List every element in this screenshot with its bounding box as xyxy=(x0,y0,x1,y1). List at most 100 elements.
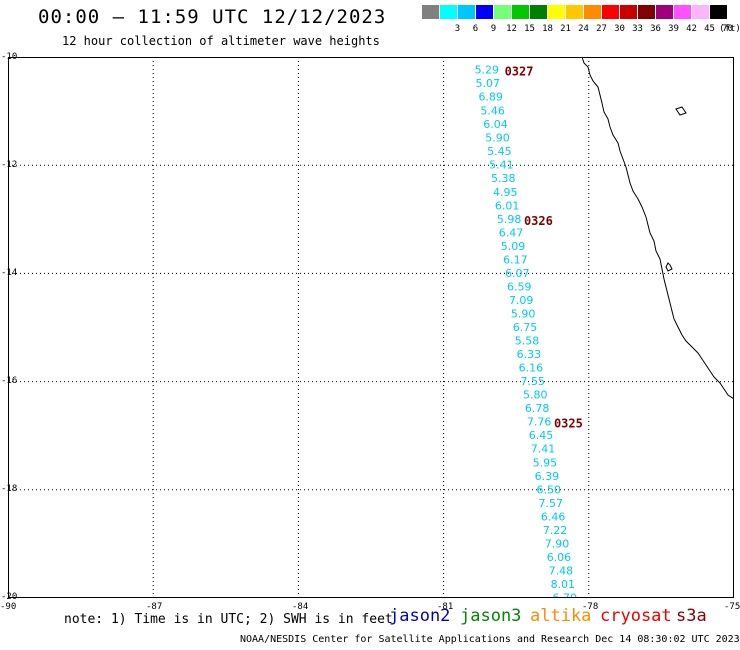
legend-label: 6 xyxy=(472,24,479,34)
legend-swatch xyxy=(692,5,709,19)
legend-label: 30 xyxy=(614,24,625,34)
wave-height-value: 8.01 xyxy=(551,578,576,591)
legend-label: 15 xyxy=(524,24,535,34)
pass-id-label: 0326 xyxy=(524,214,553,228)
wave-height-value: 6.46 xyxy=(541,510,566,523)
legend-swatch xyxy=(548,5,565,19)
legend-label: 33 xyxy=(632,24,643,34)
wave-height-value: 6.16 xyxy=(519,362,544,375)
lat-tick-label: -14 xyxy=(1,268,18,278)
wave-height-value: 5.07 xyxy=(476,77,501,90)
wave-height-value: 6.59 xyxy=(507,280,532,293)
legend-swatch xyxy=(422,5,439,19)
legend-swatch xyxy=(602,5,619,19)
wave-height-value: 7.22 xyxy=(543,524,568,537)
wave-height-value: 6.33 xyxy=(517,348,542,361)
lon-tick-label: -84 xyxy=(292,602,309,612)
legend-swatch xyxy=(710,5,727,19)
legend-swatch xyxy=(566,5,583,19)
satellite-label-jason3: jason3 xyxy=(460,606,522,626)
wave-height-value: 6.50 xyxy=(537,483,562,496)
wave-height-value: 5.80 xyxy=(523,389,548,402)
legend-swatch xyxy=(530,5,547,19)
legend-swatch xyxy=(440,5,457,19)
wave-height-value: 7.55 xyxy=(521,375,546,388)
lat-lon-grid xyxy=(8,57,734,598)
lat-tick-label: -18 xyxy=(1,484,18,494)
island-shape xyxy=(675,106,687,116)
pass-id-label: 0327 xyxy=(505,64,534,78)
legend-label: 18 xyxy=(542,24,553,34)
lon-tick-label: -78 xyxy=(582,602,599,612)
color-legend: 3 6 9 12 15 18 21 24 27 30 33 36 39 42 45 70 (ft) xyxy=(422,5,740,39)
lon-tick-label: -81 xyxy=(437,602,454,612)
legend-swatch xyxy=(638,5,655,19)
legend-label: 70 xyxy=(722,24,733,34)
wave-height-value: 7.41 xyxy=(531,443,556,456)
coastline xyxy=(581,57,734,400)
legend-swatch xyxy=(512,5,529,19)
wave-height-value: 5.98 xyxy=(497,213,521,226)
wave-height-value: 5.90 xyxy=(511,307,535,320)
satellite-label-jason2: jason2 xyxy=(389,606,451,626)
legend-label: 24 xyxy=(578,24,589,34)
legend-label: 3 xyxy=(454,24,461,34)
legend-swatch xyxy=(458,5,475,19)
wave-height-value: 7.09 xyxy=(509,294,534,307)
legend-unit: (ft) xyxy=(719,24,740,34)
wave-height-value: 5.58 xyxy=(515,335,540,348)
wave-height-value: 5.46 xyxy=(480,105,505,118)
satellite-label-s3a: s3a xyxy=(676,606,707,626)
wave-height-value: 5.95 xyxy=(533,456,558,469)
lon-tick-label: -90 xyxy=(0,602,17,612)
lon-tick-label: -75 xyxy=(724,602,740,612)
map-title: 00:00 – 11:59 UTC 12/12/2023 xyxy=(38,6,387,28)
wave-height-value: 6.01 xyxy=(495,199,520,212)
wave-height-value: 5.38 xyxy=(491,172,515,185)
wave-height-value: 7.57 xyxy=(538,497,563,510)
wave-height-value: 7.90 xyxy=(545,537,570,550)
wave-height-track: 5.295.076.895.466.045.905.455.415.384.95… xyxy=(475,63,578,598)
wave-height-value: 5.29 xyxy=(475,63,500,76)
satellite-label-altika: altika xyxy=(530,606,592,626)
wave-height-value: 5.90 xyxy=(485,132,510,145)
map-plot[interactable]: 5.295.076.895.466.045.905.455.415.384.95… xyxy=(8,57,734,598)
wave-height-value: 6.70 xyxy=(553,592,578,598)
wave-height-value: 5.41 xyxy=(489,159,514,172)
wave-height-value: 6.04 xyxy=(483,118,508,131)
wave-height-value: 7.76 xyxy=(527,416,552,429)
legend-swatch xyxy=(584,5,601,19)
map-subtitle: 12 hour collection of altimeter wave hei… xyxy=(62,34,380,48)
wave-height-value: 4.95 xyxy=(493,186,518,199)
wave-height-value: 5.09 xyxy=(501,240,526,253)
pass-id-labels: 0327032603250324 xyxy=(505,64,583,431)
legend-label: 36 xyxy=(650,24,661,34)
wave-height-value: 6.39 xyxy=(535,470,560,483)
legend-label: 9 xyxy=(490,24,497,34)
legend-label: 45 xyxy=(704,24,715,34)
lat-tick-label: -12 xyxy=(1,160,18,170)
legend-swatch xyxy=(656,5,673,19)
wave-height-value: 6.45 xyxy=(529,429,554,442)
lat-tick-label: -16 xyxy=(1,376,18,386)
legend-label: 21 xyxy=(560,24,571,34)
legend-swatch xyxy=(476,5,493,19)
wave-height-value: 6.75 xyxy=(513,321,538,334)
wave-height-value: 5.45 xyxy=(487,145,512,158)
legend-label: 27 xyxy=(596,24,607,34)
legend-swatch xyxy=(674,5,691,19)
pass-id-label: 0325 xyxy=(554,417,583,431)
wave-height-value: 6.47 xyxy=(499,226,524,239)
satellite-label-cryosat: cryosat xyxy=(600,606,672,626)
coastline-inlet xyxy=(665,262,673,272)
plot-frame xyxy=(8,57,734,598)
legend-label: 12 xyxy=(506,24,517,34)
wave-height-value: 6.07 xyxy=(505,267,530,280)
wave-height-value: 6.06 xyxy=(547,551,572,564)
legend-label: 42 xyxy=(686,24,697,34)
legend-label: 39 xyxy=(668,24,679,34)
wave-height-value: 6.78 xyxy=(525,402,550,415)
wave-height-value: 6.89 xyxy=(478,91,503,104)
legend-swatch xyxy=(494,5,511,19)
legend-swatch xyxy=(620,5,637,19)
